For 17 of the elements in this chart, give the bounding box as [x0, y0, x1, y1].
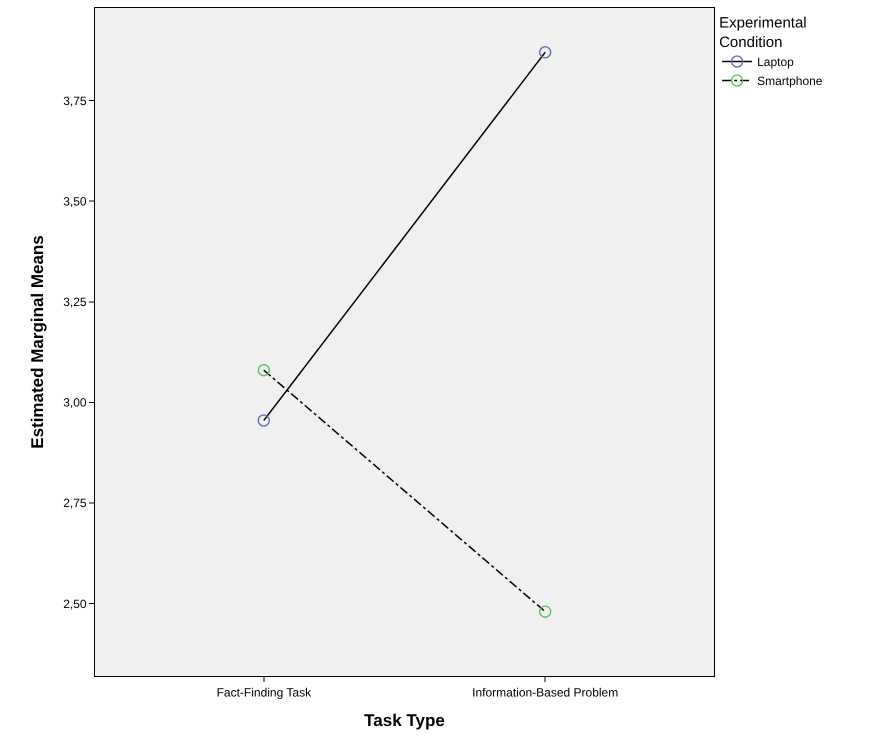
- y-tick-label: 3,75: [63, 94, 87, 108]
- x-tick-label: Fact-Finding Task: [216, 685, 312, 700]
- point: [539, 605, 552, 618]
- y-tick-label: 2,50: [63, 596, 87, 611]
- point: [539, 46, 552, 58]
- y-tick-label: 2,75: [63, 496, 87, 510]
- legend-label: Laptop: [757, 55, 794, 70]
- point: [258, 414, 270, 427]
- y-tick-label: 3,25: [63, 294, 87, 309]
- x-axis-title: Task Type: [364, 710, 445, 730]
- y-axis-title: Estimated Marginal Means: [28, 235, 47, 449]
- y-tick-label: 3,00: [63, 396, 87, 410]
- legend-title: Experimental Condition: [719, 14, 807, 51]
- y-tick-label: 3,50: [63, 194, 87, 208]
- legend-label: Smartphone: [757, 74, 823, 88]
- point: [258, 364, 270, 376]
- x-tick-label: Information-Based Problem: [472, 685, 618, 700]
